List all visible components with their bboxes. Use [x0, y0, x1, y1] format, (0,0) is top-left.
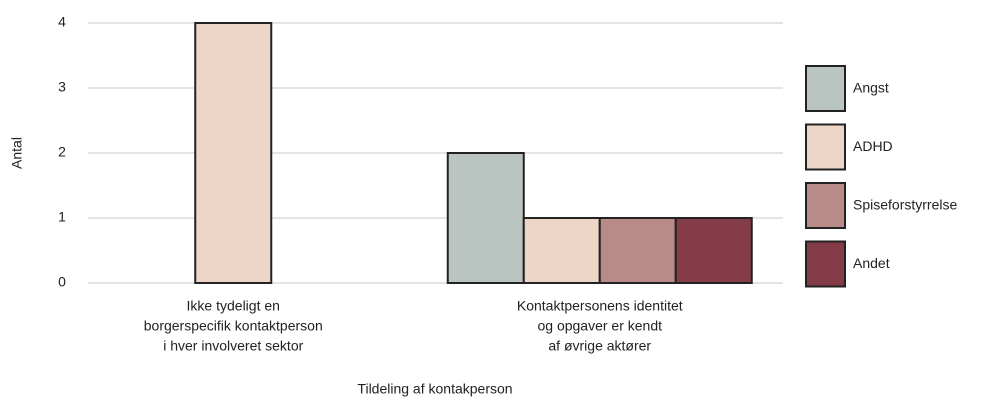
bar [194, 22, 273, 284]
x-axis-label: Tildeling af kontakperson [357, 381, 512, 397]
legend-label: Angst [853, 80, 889, 96]
legend-label: Spiseforstyrrelse [853, 197, 957, 213]
legend-swatch [805, 240, 846, 288]
x-tick-label: Kontaktpersonens identitet [517, 298, 683, 314]
legend-label: ADHD [853, 138, 893, 154]
x-tick-label: borgerspecifik kontaktperson [144, 318, 323, 334]
x-tick-label: i hver involveret sektor [163, 338, 303, 354]
x-tick-label: af øvrige aktører [548, 338, 651, 354]
y-tick-label: 3 [58, 79, 66, 95]
legend-swatch [805, 182, 846, 229]
bar [598, 217, 677, 284]
x-tick-label: Ikke tydeligt en [187, 298, 280, 314]
x-tick-label: og opgaver er kendt [537, 318, 662, 334]
y-tick-label: 4 [58, 14, 66, 30]
legend-swatch [805, 65, 846, 112]
y-axis-label: Antal [9, 137, 25, 169]
y-tick-label: 2 [58, 144, 66, 160]
y-tick-label: 1 [58, 209, 66, 225]
legend-swatch [805, 123, 846, 171]
bar [522, 217, 601, 284]
y-tick-label: 0 [58, 274, 66, 290]
bar [446, 152, 525, 284]
legend-label: Andet [853, 255, 890, 271]
bar [674, 217, 753, 284]
